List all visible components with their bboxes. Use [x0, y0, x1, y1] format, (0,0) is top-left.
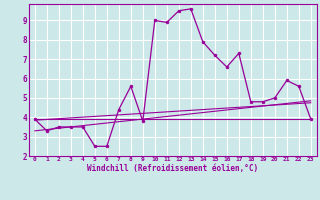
X-axis label: Windchill (Refroidissement éolien,°C): Windchill (Refroidissement éolien,°C) — [87, 164, 258, 173]
